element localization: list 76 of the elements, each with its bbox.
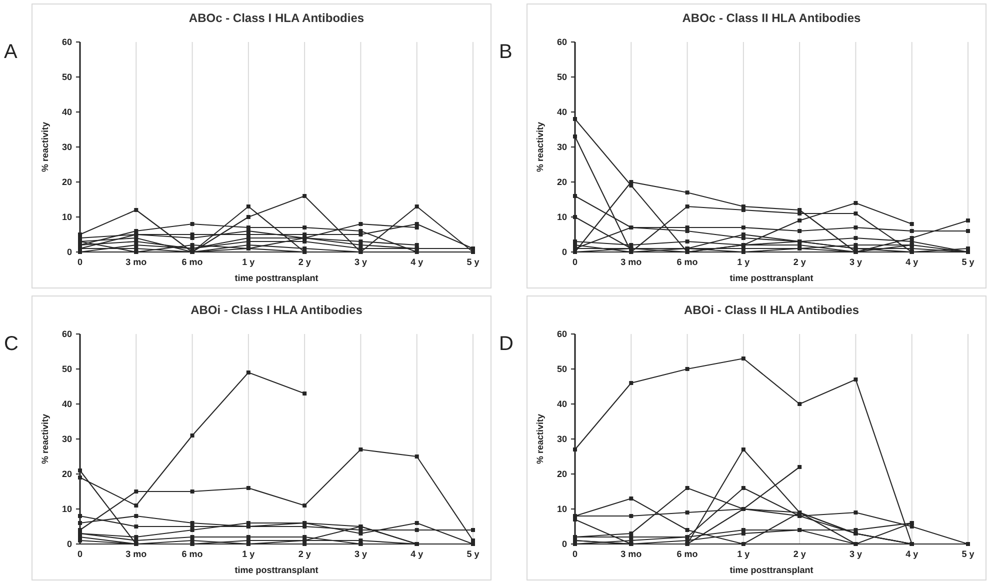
y-axis-title: % reactivity — [535, 414, 545, 464]
y-tick-label: 40 — [556, 399, 567, 410]
x-tick-label: 5 y — [466, 257, 480, 267]
x-tick-label: 6 mo — [182, 257, 204, 267]
x-tick-label: 3 mo — [620, 549, 642, 559]
x-tick-label: 0 — [77, 257, 83, 267]
y-tick-label: 30 — [556, 142, 567, 152]
x-tick-label: 0 — [572, 257, 578, 267]
y-tick-label: 20 — [556, 177, 567, 188]
chart-title: ABOi - Class II HLA Antibodies — [684, 303, 860, 317]
x-tick-label: 0 — [572, 549, 578, 559]
y-tick-label: 30 — [62, 434, 72, 444]
x-tick-label: 3 mo — [126, 549, 148, 559]
x-tick-label: 2 y — [793, 549, 806, 559]
chart-title: ABOi - Class I HLA Antibodies — [190, 303, 363, 317]
y-tick-label: 40 — [556, 107, 567, 118]
y-tick-label: 0 — [66, 539, 72, 550]
y-tick-label: 0 — [562, 539, 567, 550]
x-tick-label: 0 — [77, 549, 83, 559]
x-tick-label: 5 y — [466, 549, 480, 559]
y-axis-title: % reactivity — [40, 414, 50, 464]
x-tick-label: 3 y — [849, 257, 862, 267]
y-tick-label: 0 — [66, 247, 72, 258]
y-tick-label: 40 — [62, 399, 72, 410]
x-tick-label: 6 mo — [676, 257, 698, 267]
x-tick-label: 3 y — [354, 257, 367, 267]
y-tick-label: 50 — [556, 72, 567, 82]
y-tick-label: 50 — [62, 364, 72, 374]
y-tick-label: 60 — [62, 37, 72, 48]
y-tick-label: 20 — [62, 177, 72, 188]
y-tick-label: 10 — [62, 504, 72, 514]
x-tick-label: 1 y — [242, 257, 255, 267]
x-tick-label: 3 mo — [620, 257, 642, 267]
y-tick-label: 60 — [556, 37, 567, 48]
chart-title: ABOc - Class II HLA Antibodies — [682, 11, 862, 25]
x-tick-label: 4 y — [906, 257, 918, 267]
y-axis-title: % reactivity — [40, 122, 50, 172]
y-tick-label: 0 — [562, 247, 567, 258]
x-axis-title: time posttransplant — [234, 565, 318, 575]
y-tick-label: 40 — [62, 107, 72, 118]
y-tick-label: 60 — [556, 329, 567, 340]
x-tick-label: 3 y — [354, 549, 367, 559]
text: B — [499, 41, 512, 63]
y-tick-label: 20 — [556, 469, 567, 480]
y-tick-label: 30 — [556, 434, 567, 444]
chart-title: ABOc - Class I HLA Antibodies — [188, 11, 364, 25]
x-tick-label: 4 y — [906, 549, 918, 559]
x-tick-label: 2 y — [298, 257, 311, 267]
y-tick-label: 10 — [62, 212, 72, 222]
x-tick-label: 5 y — [962, 257, 974, 267]
y-tick-label: 10 — [556, 212, 567, 222]
x-tick-label: 4 y — [410, 549, 424, 559]
y-tick-label: 30 — [62, 142, 72, 152]
x-tick-label: 1 y — [737, 549, 750, 559]
x-axis-title: time posttransplant — [234, 273, 318, 283]
x-tick-label: 3 y — [849, 549, 862, 559]
x-tick-label: 1 y — [737, 257, 750, 267]
text: A — [4, 41, 18, 63]
y-tick-label: 60 — [62, 329, 72, 340]
x-tick-label: 2 y — [793, 257, 806, 267]
y-tick-label: 20 — [62, 469, 72, 480]
x-tick-label: 4 y — [410, 257, 424, 267]
y-tick-label: 10 — [556, 504, 567, 514]
x-tick-label: 2 y — [298, 549, 311, 559]
x-axis-title: time posttransplant — [730, 565, 814, 575]
x-tick-label: 5 y — [962, 549, 974, 559]
x-tick-label: 6 mo — [676, 549, 698, 559]
x-tick-label: 1 y — [242, 549, 255, 559]
x-axis-title: time posttransplant — [730, 273, 814, 283]
x-tick-label: 6 mo — [182, 549, 204, 559]
x-tick-label: 3 mo — [126, 257, 148, 267]
y-tick-label: 50 — [556, 364, 567, 374]
text: C — [4, 333, 18, 355]
y-axis-title: % reactivity — [535, 122, 545, 172]
y-tick-label: 50 — [62, 72, 72, 82]
text: D — [499, 333, 514, 355]
